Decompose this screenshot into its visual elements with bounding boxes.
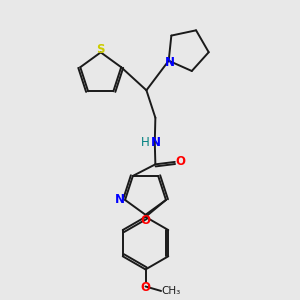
Text: O: O xyxy=(175,155,185,168)
Text: N: N xyxy=(115,194,125,206)
Text: O: O xyxy=(140,214,151,227)
Text: CH₃: CH₃ xyxy=(161,286,180,296)
Text: S: S xyxy=(97,43,105,56)
Text: H: H xyxy=(140,136,149,149)
Text: O: O xyxy=(140,281,151,295)
Text: N: N xyxy=(150,136,161,149)
Text: N: N xyxy=(165,56,175,69)
